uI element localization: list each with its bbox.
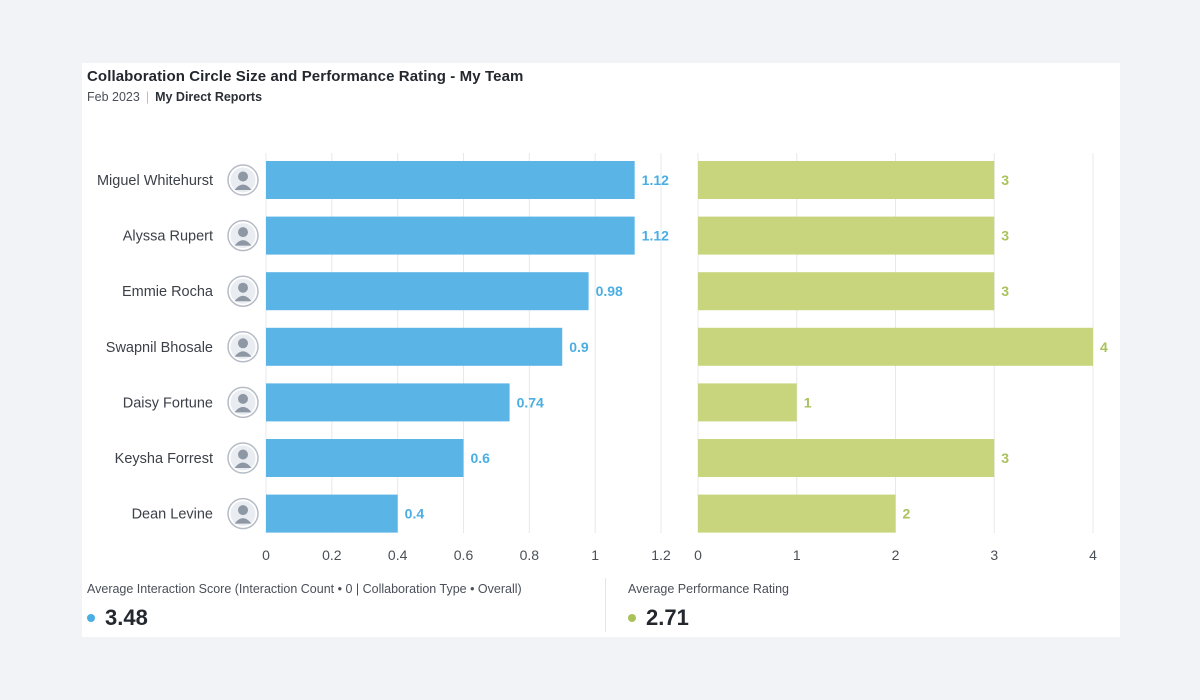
person-name-label: Emmie Rocha — [122, 284, 214, 300]
interaction-tick-label: 1 — [591, 547, 599, 563]
interaction-legend-dot — [87, 614, 95, 622]
interaction-summary-label: Average Interaction Score (Interaction C… — [87, 582, 522, 596]
interaction-bar[interactable] — [266, 161, 635, 199]
interaction-tick-label: 1.2 — [651, 547, 671, 563]
interaction-value-label: 0.74 — [517, 394, 544, 410]
avatar-head — [238, 227, 248, 238]
interaction-bar[interactable] — [266, 439, 464, 477]
performance-tick-label: 4 — [1089, 547, 1097, 563]
interaction-value-label: 1.12 — [642, 228, 669, 244]
person-name-label: Daisy Fortune — [123, 395, 213, 411]
performance-value-label: 3 — [1001, 172, 1009, 188]
person-name-label: Miguel Whitehurst — [97, 173, 213, 189]
interaction-tick-label: 0.2 — [322, 547, 342, 563]
performance-tick-label: 1 — [793, 547, 801, 563]
person-name-label: Keysha Forrest — [115, 451, 213, 467]
performance-bar[interactable] — [698, 439, 995, 477]
performance-bar[interactable] — [698, 216, 995, 255]
interaction-bar[interactable] — [266, 272, 589, 311]
avatar-head — [238, 171, 248, 182]
performance-legend-dot — [628, 614, 636, 622]
performance-tick-label: 3 — [990, 547, 998, 563]
interaction-value-label: 1.12 — [642, 172, 669, 188]
avatar-body — [234, 184, 252, 190]
performance-bar[interactable] — [698, 383, 797, 422]
subtitle-separator: | — [145, 90, 150, 104]
person-name-label: Dean Levine — [132, 507, 213, 523]
avatar-head — [238, 505, 248, 516]
performance-value-label: 4 — [1100, 339, 1108, 355]
avatar-head — [238, 449, 248, 460]
performance-value-label: 3 — [1001, 228, 1009, 244]
interaction-value-label: 0.4 — [405, 506, 425, 522]
performance-bar[interactable] — [698, 272, 995, 311]
performance-summary-value: 2.71 — [646, 605, 689, 630]
interaction-bar[interactable] — [266, 494, 398, 533]
scope-label[interactable]: My Direct Reports — [155, 90, 263, 104]
avatar-head — [238, 338, 248, 349]
performance-value-label: 2 — [903, 506, 911, 522]
performance-tick-label: 2 — [892, 547, 900, 563]
interaction-summary-value: 3.48 — [105, 605, 148, 630]
interaction-bar[interactable] — [266, 216, 635, 255]
avatar-head — [238, 393, 248, 404]
interaction-bar[interactable] — [266, 383, 510, 422]
interaction-tick-label: 0 — [262, 547, 270, 563]
performance-value-label: 3 — [1001, 450, 1009, 466]
avatar-body — [234, 462, 252, 468]
person-name-label: Swapnil Bhosale — [106, 340, 213, 356]
performance-bar[interactable] — [698, 494, 896, 533]
bar-charts: 0 0.2 0.4 0.6 0.8 1 1.2 1.12 1.12 0.98 0.9 0.74 0.6 0… — [97, 153, 1108, 563]
interaction-value-label: 0.6 — [471, 450, 491, 466]
chart-subtitle: Feb 2023 | My Direct Reports — [87, 90, 262, 104]
performance-value-label: 1 — [804, 394, 812, 410]
interaction-tick-label: 0.8 — [520, 547, 540, 563]
footer-divider — [605, 578, 606, 632]
interaction-value-label: 0.98 — [596, 283, 623, 299]
chart-card: Collaboration Circle Size and Performanc… — [82, 63, 1120, 637]
performance-value-label: 3 — [1001, 283, 1009, 299]
avatar-body — [234, 295, 252, 302]
performance-bar[interactable] — [698, 327, 1093, 366]
avatar-body — [234, 351, 252, 357]
interaction-tick-label: 0.6 — [454, 547, 474, 563]
interaction-bar[interactable] — [266, 327, 563, 366]
avatar-body — [234, 406, 252, 413]
person-name-label: Alyssa Rupert — [123, 229, 213, 245]
avatar-body — [234, 240, 252, 246]
performance-summary: Average Performance Rating 2.71 — [628, 582, 789, 631]
interaction-tick-label: 0.4 — [388, 547, 408, 563]
performance-summary-label: Average Performance Rating — [628, 582, 789, 596]
avatar-body — [234, 518, 252, 524]
interaction-value-label: 0.9 — [569, 339, 589, 355]
performance-bar[interactable] — [698, 161, 995, 199]
avatar-head — [238, 282, 248, 293]
interaction-summary: Average Interaction Score (Interaction C… — [87, 582, 522, 631]
period-label: Feb 2023 — [87, 90, 140, 104]
chart-title: Collaboration Circle Size and Performanc… — [87, 68, 524, 85]
performance-tick-label: 0 — [694, 547, 702, 563]
